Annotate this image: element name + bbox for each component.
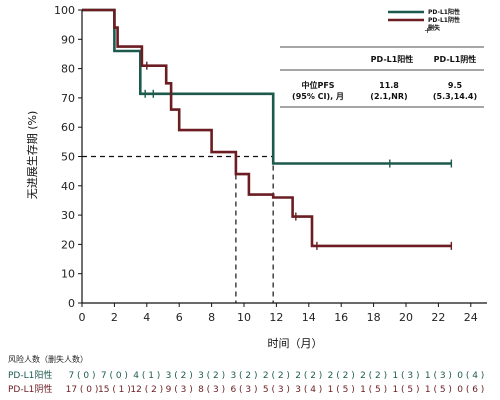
tick-labels: 0 2 4 6 8 10 12 14 16 18 20 22 240102030405060708090… (54, 4, 478, 324)
y-tick-label: 50 (61, 151, 75, 164)
risk-cell-pos: 2 ( 2 ) (295, 371, 322, 381)
x-tick-label: 8 (208, 311, 215, 324)
summary-neg-value: 9.5 (448, 81, 463, 90)
x-tick-label: 14 (302, 311, 316, 324)
risk-cell-neg: 5 ( 3 ) (263, 385, 290, 395)
y-tick-label: 100 (54, 4, 75, 17)
y-tick-label: 0 (68, 297, 75, 310)
survival-curves (82, 8, 452, 248)
reference-lines (82, 155, 274, 303)
y-tick-label: 90 (61, 33, 75, 46)
risk-cell-pos: 3 ( 2 ) (198, 371, 225, 381)
y-tick-label: 80 (61, 63, 75, 76)
curve-neg (82, 8, 452, 248)
risk-rows: PD-L1阳性 7 ( 0 ) 7 ( 0 ) 4 ( 1 ) 3 ( 2 ) 3 ( 2… (8, 369, 484, 395)
risk-cell-neg: 12 ( 2 ) (130, 385, 163, 395)
risk-cell-pos: 7 ( 0 ) (68, 371, 95, 381)
x-tick-label: 2 (111, 311, 118, 324)
y-tick-label: 20 (61, 238, 75, 251)
risk-cell-pos: 2 ( 2 ) (263, 371, 290, 381)
y-tick-label: 30 (61, 209, 75, 222)
x-axis-title: 时间（月） (268, 337, 323, 350)
x-tick-label: 16 (334, 311, 348, 324)
risk-cell-pos: 3 ( 2 ) (166, 371, 193, 381)
x-tick-label: 12 (269, 311, 283, 324)
censor-marks (144, 61, 453, 250)
summary-pos-value: 11.8 (379, 81, 399, 90)
risk-cell-pos: 2 ( 2 ) (360, 371, 387, 381)
x-tick-label: 20 (399, 311, 413, 324)
risk-row-label-pos: PD-L1阳性 (8, 369, 52, 381)
x-tick-label: 0 (79, 311, 86, 324)
risk-table-title: 风险人数（删失人数） (8, 354, 88, 364)
risk-table: 风险人数（删失人数） PD-L1阳性 7 ( 0 ) 7 ( 0 ) 4 ( 1 ) 3… (8, 354, 484, 395)
y-tick-label: 40 (61, 180, 75, 193)
risk-cell-neg: 15 ( 1 ) (98, 385, 131, 395)
risk-cell-neg: 8 ( 3 ) (198, 385, 225, 395)
legend-label-neg: PD-L1阴性 (428, 16, 460, 24)
x-tick-label: 10 (237, 311, 251, 324)
risk-cell-pos: 0 ( 4 ) (457, 371, 484, 381)
x-tick-label: 4 (143, 311, 150, 324)
summary-row-label-1: 中位PFS (301, 80, 334, 90)
summary-neg-ci: (5.3,14.4) (433, 92, 477, 101)
summary-header-neg: PD-L1阴性 (434, 54, 477, 64)
y-axis-title: 无进展生存期 (%) (25, 111, 39, 200)
x-tick-label: 24 (464, 311, 478, 324)
legend: PD-L1阳性 PD-L1阴性 + 删失 (388, 8, 460, 35)
summary-header-pos: PD-L1阳性 (371, 54, 414, 64)
legend-censor-symbol: + (424, 26, 431, 35)
legend-label-pos: PD-L1阳性 (428, 8, 460, 16)
risk-cell-pos: 1 ( 3 ) (425, 371, 452, 381)
risk-cell-pos: 3 ( 2 ) (230, 371, 257, 381)
y-tick-label: 10 (61, 268, 75, 281)
risk-cell-pos: 7 ( 0 ) (101, 371, 128, 381)
summary-table: PD-L1阳性 PD-L1阴性 中位PFS (95% CI), 月 11.8 (… (280, 46, 484, 108)
risk-cell-neg: 1 ( 5 ) (392, 385, 419, 395)
risk-cell-neg: 3 ( 4 ) (295, 385, 322, 395)
legend-label-censor: 删失 (428, 24, 441, 32)
summary-row-label-2: (95% CI), 月 (292, 92, 344, 101)
summary-pos-ci: (2.1,NR) (370, 92, 407, 101)
risk-cell-pos: 2 ( 2 ) (328, 371, 355, 381)
risk-cell-neg: 17 ( 0 ) (66, 385, 99, 395)
risk-cell-neg: 1 ( 5 ) (360, 385, 387, 395)
x-tick-label: 6 (176, 311, 183, 324)
risk-row-label-neg: PD-L1阴性 (8, 383, 52, 395)
risk-cell-pos: 4 ( 1 ) (133, 371, 160, 381)
y-tick-label: 70 (61, 92, 75, 105)
risk-cell-neg: 9 ( 3 ) (166, 385, 193, 395)
risk-cell-neg: 1 ( 5 ) (425, 385, 452, 395)
risk-cell-neg: 0 ( 6 ) (457, 385, 484, 395)
risk-cell-neg: 6 ( 3 ) (230, 385, 257, 395)
x-tick-label: 22 (431, 311, 445, 324)
y-tick-label: 60 (61, 121, 75, 134)
x-tick-label: 18 (367, 311, 381, 324)
risk-cell-neg: 1 ( 5 ) (328, 385, 355, 395)
risk-cell-pos: 1 ( 3 ) (392, 371, 419, 381)
